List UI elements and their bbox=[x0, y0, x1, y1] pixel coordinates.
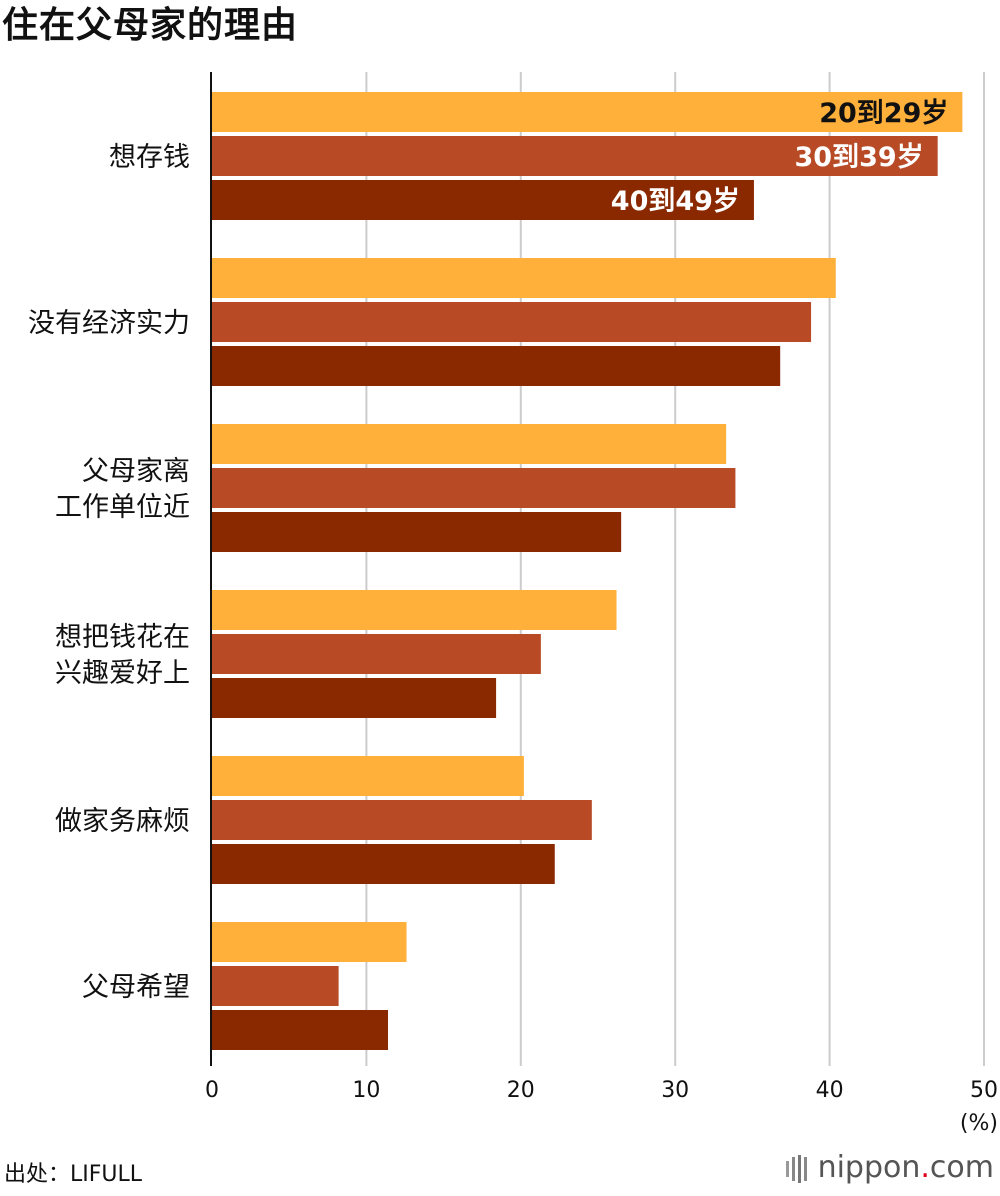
grid-lines bbox=[365, 72, 985, 1066]
x-tick-label: 20 bbox=[507, 1078, 535, 1103]
labels: 0 10 20 30 40 50 (%) 20到29岁 30到39岁 40到49岁 想存钱没有经济实… bbox=[28, 98, 998, 1136]
nippon-logo: nippon.com bbox=[785, 1150, 994, 1185]
bar bbox=[212, 424, 727, 464]
category-label: 兴趣爱好上 bbox=[55, 658, 190, 689]
bar bbox=[212, 302, 812, 342]
logo-tld: com bbox=[929, 1150, 994, 1185]
bar bbox=[212, 346, 781, 386]
x-tick-label: 0 bbox=[205, 1078, 219, 1103]
legend-label: 30到39岁 bbox=[795, 142, 924, 173]
logo-name: nippon bbox=[817, 1150, 921, 1185]
bar-chart: 0 10 20 30 40 50 (%) 20到29岁 30到39岁 40到49岁 想存钱没有经济实… bbox=[28, 72, 998, 1136]
bar bbox=[212, 590, 617, 630]
bars bbox=[212, 92, 963, 1050]
bar bbox=[212, 678, 497, 718]
bar bbox=[212, 800, 592, 840]
category-label: 做家务麻烦 bbox=[55, 806, 190, 837]
bar bbox=[212, 512, 622, 552]
bar bbox=[212, 634, 541, 674]
source-note: 出处：LIFULL bbox=[4, 1162, 143, 1187]
bar bbox=[212, 922, 407, 962]
logo-bars-icon bbox=[785, 1154, 807, 1183]
bar bbox=[212, 844, 555, 884]
bar bbox=[212, 92, 963, 132]
category-label: 父母希望 bbox=[82, 972, 190, 1003]
bar bbox=[212, 180, 754, 220]
category-label: 工作单位近 bbox=[55, 492, 190, 523]
logo-dot: . bbox=[920, 1150, 930, 1185]
x-tick-label: 30 bbox=[661, 1078, 689, 1103]
bar bbox=[212, 966, 339, 1006]
legend-label: 20到29岁 bbox=[819, 98, 948, 129]
category-label: 父母家离 bbox=[82, 456, 190, 487]
chart-title: 住在父母家的理由 bbox=[2, 5, 299, 46]
category-label: 想存钱 bbox=[109, 142, 190, 173]
category-label: 没有经济实力 bbox=[28, 308, 190, 339]
x-unit-label: (%) bbox=[960, 1111, 998, 1136]
bar bbox=[212, 136, 938, 176]
bar bbox=[212, 468, 736, 508]
x-tick-label: 40 bbox=[816, 1078, 844, 1103]
bar bbox=[212, 258, 836, 298]
bar bbox=[212, 1010, 389, 1050]
category-label: 想把钱花在 bbox=[55, 622, 190, 653]
bar bbox=[212, 756, 524, 796]
legend-label: 40到49岁 bbox=[611, 186, 740, 217]
x-tick-label: 10 bbox=[352, 1078, 380, 1103]
x-tick-label: 50 bbox=[970, 1078, 998, 1103]
